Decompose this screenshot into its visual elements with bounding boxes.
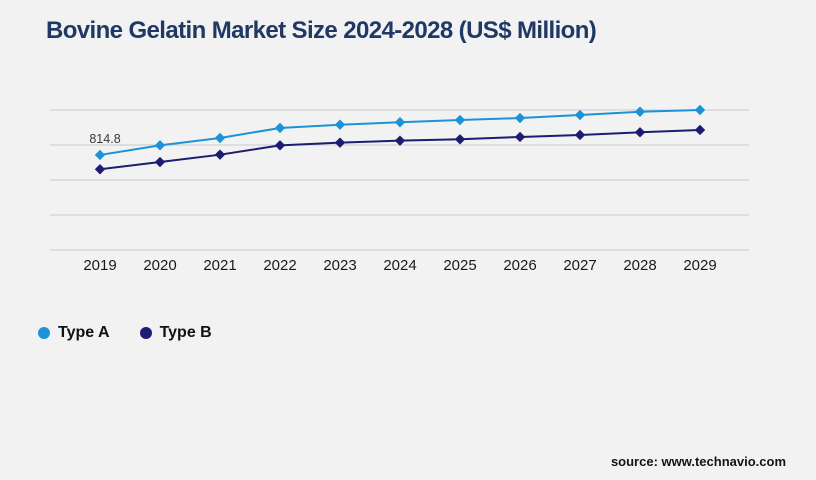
legend-dot-icon bbox=[139, 327, 152, 339]
series-line-type-a bbox=[99, 109, 701, 156]
data-point-marker-icon bbox=[454, 114, 466, 126]
data-point-label: 814.8 bbox=[89, 132, 120, 146]
legend-label: Type B bbox=[159, 324, 212, 341]
data-point-marker-icon bbox=[394, 135, 406, 146]
x-axis-tick-label: 2027 bbox=[563, 257, 596, 274]
data-point-marker-icon bbox=[514, 112, 526, 124]
data-point-marker-icon bbox=[334, 137, 346, 148]
data-point-marker-icon bbox=[274, 122, 286, 134]
x-axis-tick-label: 2023 bbox=[323, 257, 356, 274]
data-point-marker-icon bbox=[694, 104, 706, 116]
x-axis-tick-label: 2019 bbox=[83, 257, 116, 274]
chart-legend: Type A Type B bbox=[38, 324, 212, 342]
data-point-marker-icon bbox=[334, 119, 346, 130]
data-point-marker-icon bbox=[694, 124, 706, 136]
x-axis-tick-label: 2029 bbox=[683, 257, 716, 274]
legend-item-type-b: Type B bbox=[139, 324, 212, 342]
data-point-marker-icon bbox=[214, 149, 226, 160]
data-point-marker-icon bbox=[394, 117, 406, 128]
x-axis-tick-label: 2020 bbox=[143, 257, 176, 274]
chart-title: Bovine Gelatin Market Size 2024-2028 (US… bbox=[46, 17, 597, 44]
data-point-marker-icon bbox=[634, 106, 646, 117]
data-point-marker-icon bbox=[154, 156, 166, 168]
legend-label: Type A bbox=[58, 324, 110, 341]
x-axis-tick-label: 2025 bbox=[443, 257, 476, 274]
data-point-marker-icon bbox=[574, 129, 586, 141]
data-point-marker-icon bbox=[634, 127, 646, 138]
x-axis-tick-label: 2024 bbox=[383, 257, 416, 274]
data-point-marker-icon bbox=[274, 140, 286, 151]
x-axis-tick-label: 2021 bbox=[203, 257, 236, 274]
data-point-marker-icon bbox=[94, 149, 106, 161]
legend-item-type-a: Type A bbox=[38, 324, 110, 342]
source-attribution: source: www.technavio.com bbox=[610, 454, 786, 469]
data-point-marker-icon bbox=[454, 134, 466, 145]
x-axis-tick-label: 2026 bbox=[503, 257, 536, 274]
x-axis-tick-label: 2028 bbox=[623, 257, 656, 274]
x-axis-tick-label: 2022 bbox=[263, 257, 296, 274]
data-point-marker-icon bbox=[154, 140, 166, 151]
legend-dot-icon bbox=[38, 327, 50, 339]
data-point-marker-icon bbox=[514, 131, 526, 143]
data-point-marker-icon bbox=[94, 164, 106, 175]
data-point-marker-icon bbox=[574, 109, 586, 121]
data-point-marker-icon bbox=[214, 132, 226, 144]
